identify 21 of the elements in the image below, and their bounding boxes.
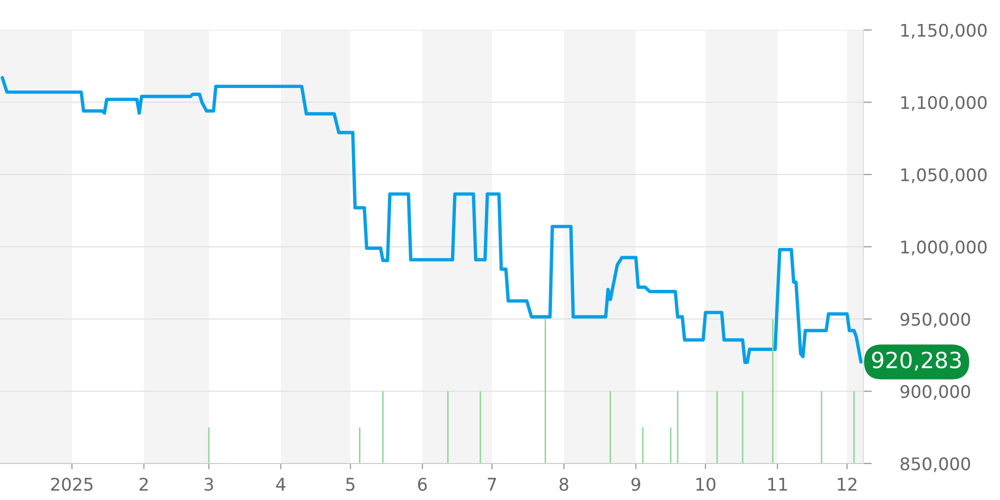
x-tick-label: 11 bbox=[768, 478, 787, 491]
x-tick-label: 2025 bbox=[51, 478, 93, 491]
x-tick-label: 8 bbox=[560, 478, 568, 491]
y-tick-label: 1,100,000 bbox=[901, 96, 987, 111]
x-tick-label: 4 bbox=[276, 478, 286, 491]
y-tick-label: 1,150,000 bbox=[901, 24, 987, 39]
x-tick-label: 7 bbox=[488, 478, 496, 491]
x-tick-label: 5 bbox=[346, 478, 354, 491]
y-tick-label: 900,000 bbox=[900, 384, 970, 400]
y-tick-label: 1,050,000 bbox=[901, 168, 987, 184]
y-tick-label: 950,000 bbox=[900, 312, 970, 328]
y-tick-label: 1,000,000 bbox=[901, 240, 987, 256]
annotation: 920,283 bbox=[872, 352, 961, 371]
x-tick-label: 10 bbox=[696, 478, 716, 491]
x-tick-label: 2 bbox=[140, 478, 148, 491]
x-tick-label: 3 bbox=[204, 478, 213, 491]
y-tick-label: 850,000 bbox=[900, 457, 970, 472]
x-tick-label: 12 bbox=[838, 478, 856, 491]
x-tick-label: 6 bbox=[418, 478, 427, 491]
line-series bbox=[0, 76, 863, 364]
x-tick-label: 9 bbox=[631, 478, 640, 491]
